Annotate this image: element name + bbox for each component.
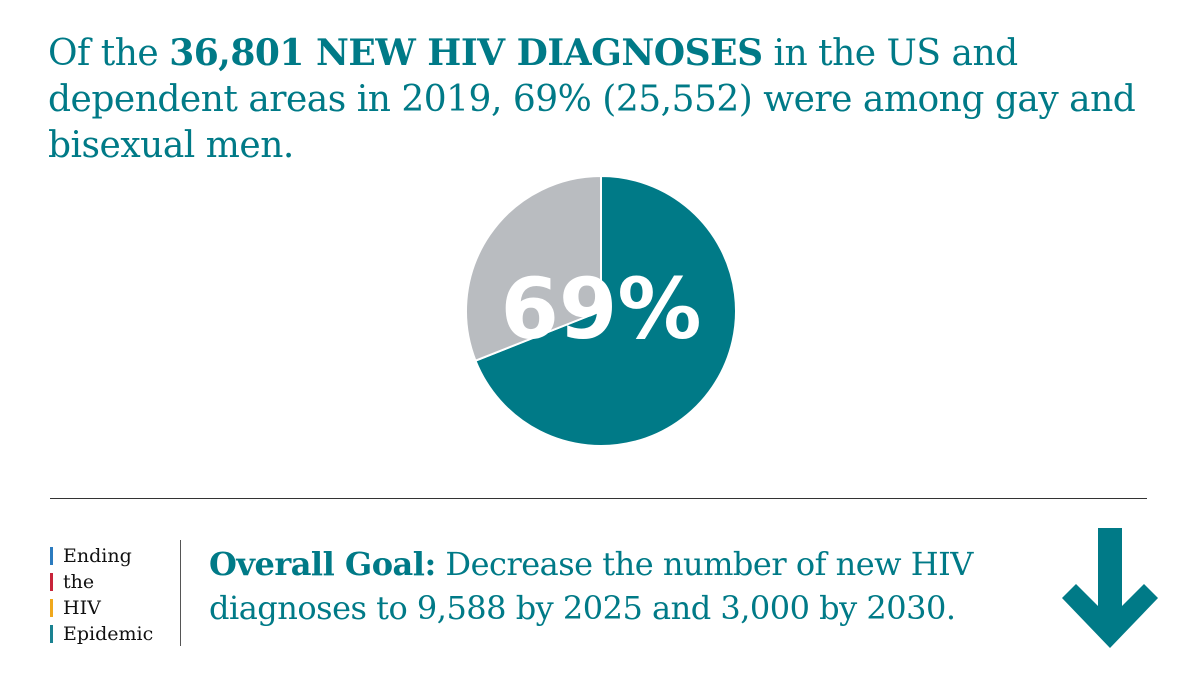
goal-text: Decrease the number of new HIV diagnoses… <box>209 545 973 627</box>
pie-chart: 69% <box>465 174 737 447</box>
logo-separator <box>180 540 181 646</box>
pie-slice-0 <box>474 174 737 447</box>
logo-line: HIV <box>50 595 153 621</box>
pie-slice-1 <box>465 174 602 362</box>
goal-label: Overall Goal: <box>209 545 436 583</box>
pie-center-label: 69% <box>500 260 701 358</box>
divider <box>50 498 1147 499</box>
logo-color-bar <box>50 547 53 565</box>
logo-text: the <box>63 571 95 593</box>
logo-color-bar <box>50 573 53 591</box>
logo-line: Epidemic <box>50 621 153 647</box>
logo-text: Epidemic <box>63 623 154 645</box>
arrow-down-icon <box>1062 528 1158 648</box>
headline-bold: 36,801 NEW HIV DIAGNOSES <box>169 32 763 74</box>
ending-the-hiv-epidemic-logo: Ending the HIV Epidemic <box>50 543 153 647</box>
logo-color-bar <box>50 599 53 617</box>
headline-pre: Of the <box>48 33 170 74</box>
logo-line: the <box>50 569 153 595</box>
logo-color-bar <box>50 625 53 643</box>
logo-text: Ending <box>63 545 132 567</box>
overall-goal: Overall Goal: Decrease the number of new… <box>209 542 1049 630</box>
logo-text: HIV <box>63 597 101 619</box>
headline-post: in the US and dependent areas in 2019, 6… <box>48 33 1136 166</box>
logo-line: Ending <box>50 543 153 569</box>
headline: Of the 36,801 NEW HIV DIAGNOSES in the U… <box>48 30 1168 169</box>
